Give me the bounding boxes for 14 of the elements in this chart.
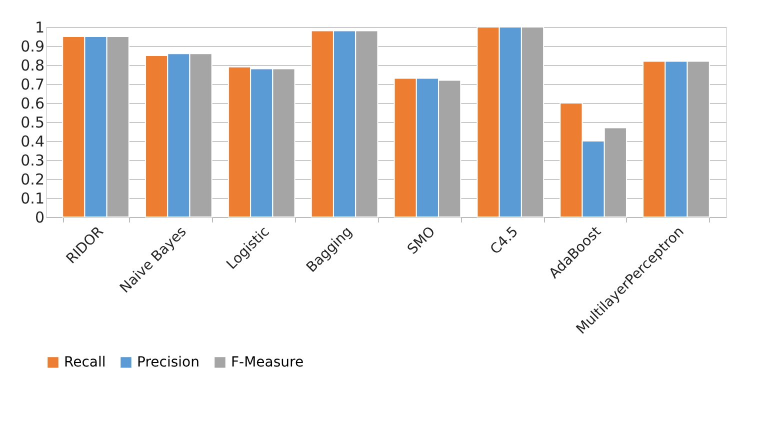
y-tick-label: 0.8 [20, 56, 44, 74]
y-tick-label: 0.4 [20, 132, 44, 150]
y-tick-label: 0.7 [20, 76, 44, 94]
legend-label: Precision [137, 354, 200, 370]
y-tick-label: 1 [34, 18, 44, 36]
y-tick-label: 0.9 [20, 38, 44, 56]
y-tick-label: 0.5 [20, 114, 44, 132]
legend-label: Recall [64, 354, 106, 370]
y-tick-label: 0.3 [20, 152, 44, 170]
y-tick-label: 0 [34, 208, 44, 226]
y-tick-label: 0.2 [20, 170, 44, 188]
y-tick-label: 0.1 [20, 190, 44, 208]
legend-label: F-Measure [231, 354, 304, 370]
y-tick-label: 0.6 [20, 94, 44, 112]
